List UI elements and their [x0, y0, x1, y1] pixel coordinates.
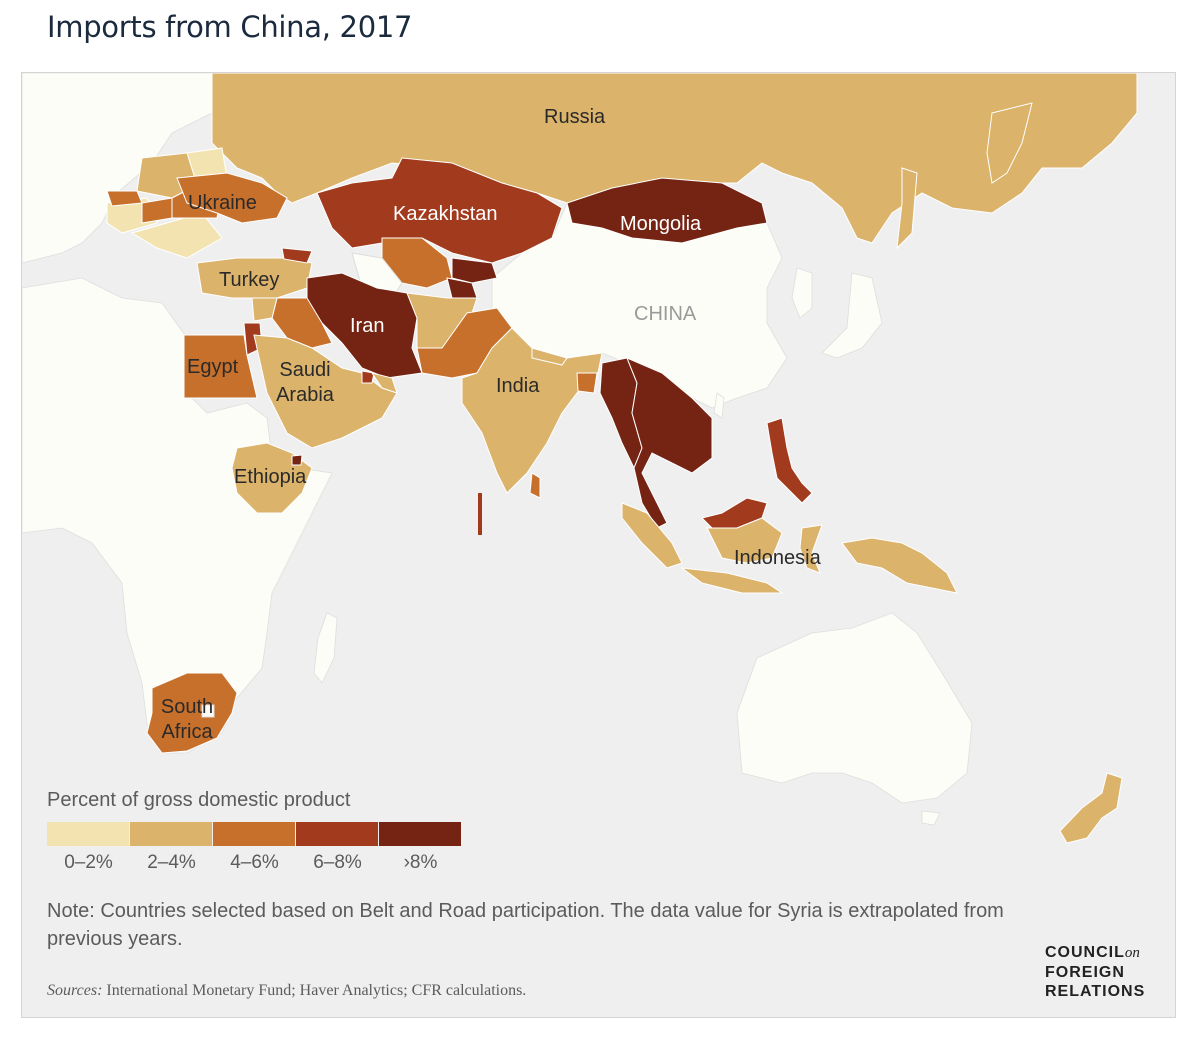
country-indonesia-java — [680, 567, 784, 594]
country-indonesia-sumatra — [621, 502, 683, 569]
land-taiwan — [713, 392, 725, 419]
country-pakistan — [416, 307, 513, 379]
land-japan — [821, 272, 883, 359]
sources: Sources: International Monetary Fund; Ha… — [47, 982, 526, 1000]
label-india: India — [496, 375, 540, 397]
land-australia — [736, 612, 973, 804]
label-china: CHINA — [634, 303, 697, 325]
land-tasmania — [921, 810, 941, 826]
country-balkan-2 — [130, 212, 223, 259]
country-bangladesh — [576, 372, 598, 394]
country-georgia — [281, 247, 313, 264]
legend-label-1: 2–4% — [147, 852, 196, 873]
country-new-zealand — [1059, 772, 1123, 844]
country-ukraine — [176, 172, 288, 224]
map-frame: Russia Ukraine Kazakhstan Mongolia Turke… — [21, 72, 1176, 1018]
country-oman — [370, 372, 398, 394]
logo-line1: COUNCIL — [1045, 944, 1125, 961]
legend-swatch-0 — [47, 822, 129, 846]
label-turkey: Turkey — [219, 269, 280, 291]
label-kazakhstan: Kazakhstan — [393, 203, 498, 225]
legend-label-3: 6–8% — [313, 852, 362, 873]
legend-label-0: 0–2% — [64, 852, 113, 873]
note: Note: Countries selected based on Belt a… — [47, 900, 1004, 950]
country-nepal — [531, 347, 568, 366]
sources-text: International Monetary Fund; Haver Analy… — [102, 982, 527, 999]
country-kyrgyzstan — [451, 257, 498, 284]
country-lesotho — [201, 704, 215, 718]
country-egypt — [183, 334, 258, 399]
cfr-logo: COUNCILon FOREIGN RELATIONS — [1045, 943, 1145, 1001]
country-syria — [251, 297, 278, 322]
country-sri-lanka — [529, 472, 541, 499]
country-hungary — [141, 197, 173, 224]
legend-swatch-3 — [296, 822, 378, 846]
country-uae — [361, 370, 375, 384]
country-iraq — [271, 297, 333, 349]
country-papua — [841, 537, 958, 594]
country-russia-kamchatka — [986, 102, 1033, 184]
label-egypt: Egypt — [187, 356, 239, 378]
logo-on: on — [1124, 945, 1140, 961]
map — [22, 73, 1138, 844]
label-iran: Iran — [350, 315, 385, 337]
country-kazakhstan — [316, 157, 563, 264]
legend-title: Percent of gross domestic product — [47, 789, 351, 811]
legend-label-2: 4–6% — [230, 852, 279, 873]
legend-ticks: 0–2% 2–4% 4–6% 6–8% ›8% — [47, 852, 462, 874]
country-south-africa — [146, 672, 238, 754]
label-saudi-arabia-line2: Arabia — [276, 384, 334, 406]
land-korea — [791, 267, 813, 319]
country-djibouti — [291, 454, 303, 466]
label-mongolia: Mongolia — [620, 213, 702, 235]
logo-line2: FOREIGN — [1045, 964, 1125, 981]
legend-swatch-4 — [379, 822, 461, 846]
label-south-africa-line1: South — [160, 696, 214, 718]
label-ethiopia: Ethiopia — [234, 466, 307, 488]
legend-swatch-1 — [130, 822, 212, 846]
chart-title: Imports from China, 2017 — [47, 10, 413, 44]
label-ukraine: Ukraine — [188, 192, 257, 214]
label-saudi-arabia: Saudi Arabia — [272, 358, 338, 408]
logo-line3: RELATIONS — [1045, 983, 1146, 1000]
label-russia: Russia — [544, 106, 606, 128]
label-indonesia: Indonesia — [734, 547, 821, 569]
country-russia-sakhalin — [896, 167, 918, 250]
country-maldives — [478, 493, 482, 535]
label-south-africa: South Africa — [154, 695, 220, 745]
country-indonesia-sulawesi — [799, 524, 823, 574]
legend-swatch-2 — [213, 822, 295, 846]
country-philippines — [766, 417, 813, 504]
country-thailand-laos-vietnam-cambodia — [626, 357, 713, 529]
sources-label: Sources: — [47, 982, 103, 999]
legend — [47, 822, 462, 846]
land-madagascar — [313, 612, 338, 684]
label-south-africa-line2: Africa — [161, 721, 213, 743]
label-saudi-arabia-line1: Saudi — [279, 359, 331, 381]
country-mongolia — [566, 177, 768, 244]
country-indonesia-borneo — [706, 517, 783, 564]
country-czech — [106, 190, 143, 207]
legend-label-4: ›8% — [403, 852, 438, 873]
